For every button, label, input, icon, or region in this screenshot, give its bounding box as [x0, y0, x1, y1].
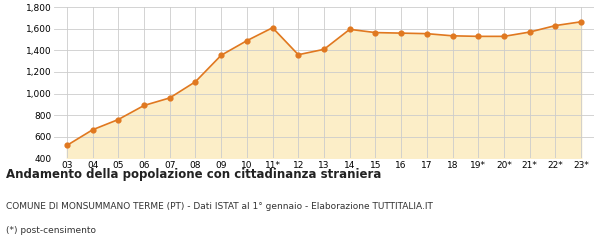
Point	[371, 31, 380, 35]
Point	[191, 80, 200, 84]
Text: COMUNE DI MONSUMMANO TERME (PT) - Dati ISTAT al 1° gennaio - Elaborazione TUTTIT: COMUNE DI MONSUMMANO TERME (PT) - Dati I…	[6, 202, 433, 211]
Point	[319, 48, 329, 51]
Point	[473, 35, 483, 38]
Point	[113, 118, 123, 121]
Point	[448, 34, 457, 38]
Point	[88, 128, 97, 132]
Point	[422, 32, 431, 36]
Text: Andamento della popolazione con cittadinanza straniera: Andamento della popolazione con cittadin…	[6, 168, 382, 181]
Text: (*) post-censimento: (*) post-censimento	[6, 226, 96, 235]
Point	[139, 104, 149, 108]
Point	[499, 35, 509, 38]
Point	[345, 27, 355, 31]
Point	[577, 20, 586, 24]
Point	[217, 53, 226, 57]
Point	[62, 144, 71, 147]
Point	[293, 53, 303, 57]
Point	[268, 26, 277, 30]
Point	[242, 39, 251, 43]
Point	[397, 31, 406, 35]
Point	[525, 30, 535, 34]
Point	[165, 96, 175, 100]
Point	[551, 24, 560, 28]
